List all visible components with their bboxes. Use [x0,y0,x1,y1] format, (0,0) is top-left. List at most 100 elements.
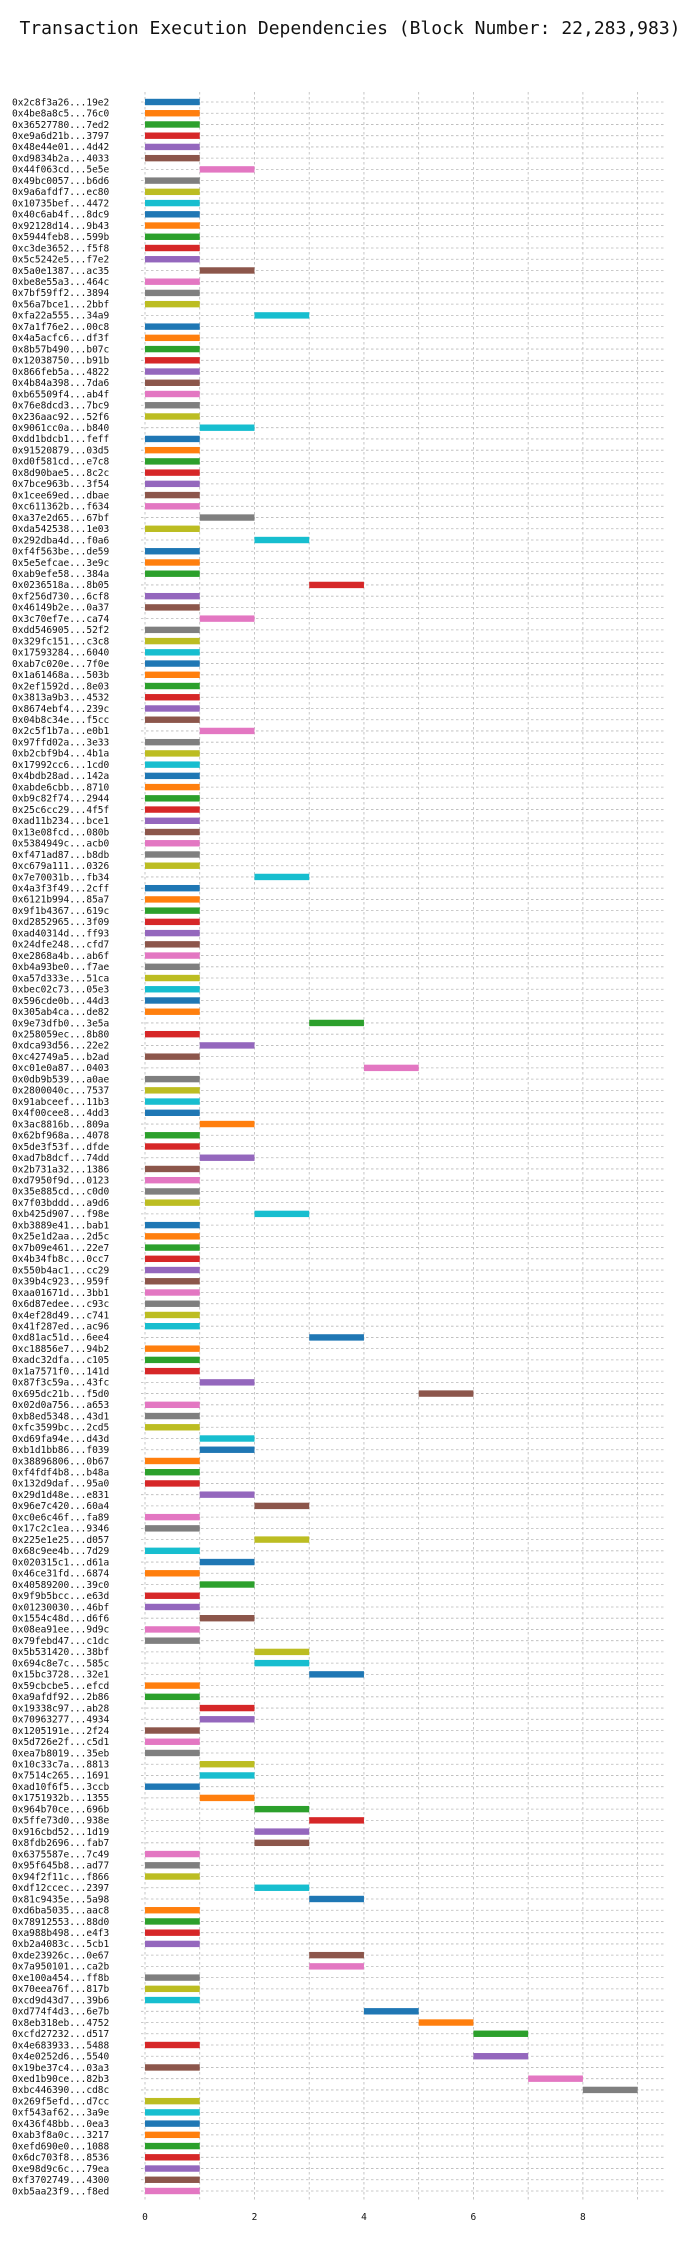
transaction-bar [145,1109,200,1117]
y-tick-label: 0x70eea76f...817b [12,1984,110,1995]
y-tick-label: 0xbec02c73...05e3 [12,985,109,996]
transaction-bar [145,1862,200,1869]
y-tick-label: 0x56a7bce1...2bbf [12,299,109,310]
y-tick-label: 0x79febd47...c1dc [12,1636,109,1647]
y-tick-label: 0x964b70ce...696b [12,1804,110,1815]
transaction-bar [145,1356,200,1364]
transaction-bar [145,177,200,184]
transaction-bar [145,1188,200,1195]
y-tick-label: 0x7b09e461...22e7 [12,1243,109,1254]
y-tick-label: 0x9e73dfb0...3e5a [12,1018,109,1029]
y-tick-label: 0x92128d14...9b43 [12,221,109,232]
y-tick-label: 0xc611362b...f634 [12,502,110,513]
transaction-bar [145,795,200,802]
transaction-bar [145,828,200,836]
y-tick-label: 0x59cbcbe5...efcd [12,1681,109,1692]
transaction-bar [145,896,200,903]
transaction-bar [145,772,200,780]
transaction-bar [145,188,200,196]
y-tick-label: 0x694c8e7c...585c [12,1658,109,1669]
transaction-bar [145,244,200,252]
y-tick-label: 0x5de3f53f...dfde [12,1142,110,1153]
transaction-bar [145,2131,200,2139]
transaction-bar [199,1042,255,1049]
transaction-bar [145,1098,200,1105]
transaction-bar [254,1659,310,1667]
y-tick-label: 0x2ef1592d...8e03 [12,681,109,692]
y-tick-label: 0x15bc3728...32e1 [12,1670,110,1681]
transaction-bar [145,974,200,982]
transaction-bar [145,1367,200,1375]
y-tick-label: 0x225e1e25...d057 [12,1535,109,1546]
y-tick-label: 0x269f5efd...d7cc [12,2096,109,2107]
y-tick-label: 0x866feb5a...4822 [12,367,109,378]
y-tick-label: 0x96e7c420...60a4 [12,1501,110,1512]
transaction-bar [145,2142,200,2150]
y-tick-label: 0x17c2c1ea...9346 [12,1524,110,1535]
y-tick-label: 0x4b34fb8c...0cc7 [12,1254,109,1265]
transaction-bar [199,1615,255,1622]
y-tick-label: 0x020315c1...d61a [12,1557,109,1568]
transaction-bar [145,1749,200,1757]
y-tick-label: 0x329fc151...c3c8 [12,636,110,647]
y-tick-label: 0x5d726e2f...c5d1 [12,1737,110,1748]
y-tick-label: 0x7bf59ff2...3894 [12,288,110,299]
y-tick-label: 0x46ce31fd...6874 [12,1569,110,1580]
y-tick-label: 0x6121b994...85a7 [12,895,109,906]
y-tick-label: 0xbc446390...cd8c [12,2085,109,2096]
y-tick-label: 0xea7b8019...35eb [12,1748,110,1759]
y-tick-label: 0xa57d333e...51ca [12,973,109,984]
y-tick-label: 0x97ffd02a...3e33 [12,737,109,748]
y-tick-label: 0x9061cc0a...b840 [12,423,110,434]
transaction-bar [145,1457,200,1465]
transaction-bar [145,2064,200,2071]
y-tick-label: 0x3ac8816b...809a [12,1119,109,1130]
y-tick-label: 0xad7b8dcf...74dd [12,1153,109,1164]
transaction-bar [145,1570,200,1577]
y-tick-label: 0x1554c48d...d6f6 [12,1614,110,1625]
transaction-bar [145,300,200,308]
y-tick-label: 0xab9efe58...384a [12,569,109,580]
y-tick-label: 0xf4fdf4b8...b48a [12,1468,109,1479]
y-tick-label: 0xad11b234...bce1 [12,816,110,827]
transaction-bar [145,357,200,364]
y-tick-label: 0xed1b90ce...82b3 [12,2074,109,2085]
y-tick-label: 0x5e5efcae...3e9c [12,558,109,569]
transaction-bar [145,1030,200,1038]
transaction-bar [145,2165,200,2172]
transaction-bar [145,1345,200,1352]
grid-layer [141,92,665,2201]
y-tick-label: 0xcfd27232...d517 [12,2029,109,2040]
transaction-bar [145,390,200,398]
y-tick-label: 0xe2868a4b...ab6f [12,951,109,962]
transaction-bar [145,918,200,926]
transaction-bar [145,1289,200,1296]
y-tick-label: 0x25e1d2aa...2d5c [12,1232,109,1243]
transaction-bar [145,2176,200,2183]
y-tick-label: 0xc01e0a87...0403 [12,1063,109,1074]
y-tick-label: 0xb4a93be0...f7ae [12,962,110,973]
y-tick-label: 0x6375587e...7c49 [12,1849,110,1860]
transaction-bar [199,267,255,274]
bar-layer [145,98,638,2195]
y-tick-label: 0xe9a6d21b...3797 [12,131,109,142]
y-tick-label: 0x5a0e1387...ac35 [12,266,109,277]
y-tick-label: 0x1751932b...1355 [12,1793,109,1804]
y-tick-label: 0xb425d907...f98e [12,1209,110,1220]
y-tick-label: 0x10735bef...4472 [12,198,109,209]
transaction-bar [145,435,200,443]
y-tick-label: 0x7514c265...1691 [12,1771,110,1782]
transaction-bar [145,323,200,330]
transaction-bar [199,1761,255,1768]
y-tick-label: 0x01230030...46bf [12,1602,109,1613]
transaction-bar [145,480,200,488]
y-tick-label: 0xd7950f9d...0123 [12,1175,109,1186]
transaction-bar [145,1311,200,1319]
transaction-bar [145,694,200,701]
transaction-bar [309,1334,364,1341]
transaction-bar [145,1480,200,1487]
transaction-bar [145,682,200,690]
y-tick-label: 0xdd1bdcb1...feff [12,434,109,445]
transaction-bar [145,1547,200,1555]
y-tick-label: 0x1cee69ed...dbae [12,490,110,501]
